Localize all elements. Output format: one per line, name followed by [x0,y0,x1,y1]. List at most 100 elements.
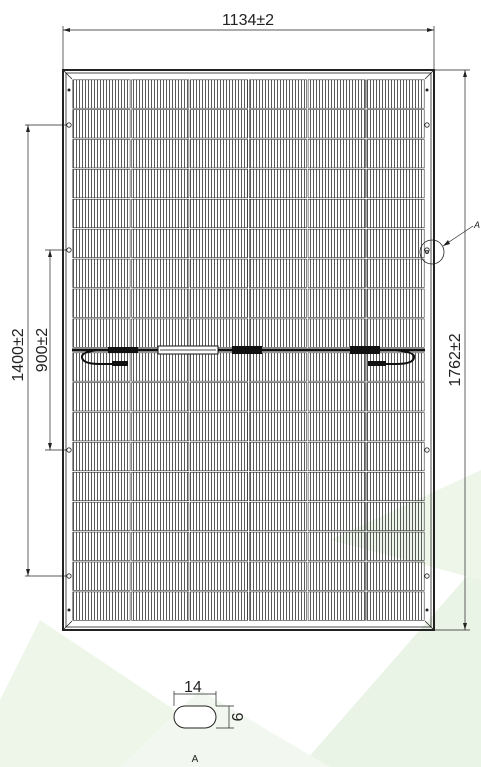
solar-cell [249,352,307,382]
solar-cell [366,501,425,531]
solar-cell [366,352,425,382]
detail-view-label: A [192,754,199,765]
solar-cell [190,79,248,109]
solar-cell [131,79,190,109]
solar-cell [190,109,248,139]
mount-inner-label: 900±2 [34,328,51,372]
width-dimension-label: 1134±2 [222,12,274,29]
solar-cell [366,318,425,348]
solar-cell [131,442,190,472]
solar-cell [366,169,425,199]
solar-cell [307,199,366,229]
solar-cell [366,139,425,169]
solar-cell [366,412,425,442]
solar-cell [307,258,366,288]
solar-cell [190,258,248,288]
solar-cell [307,79,366,109]
solar-cell [249,228,307,258]
solar-cell [366,79,425,109]
solar-cell [72,471,131,501]
solar-cell [249,382,307,412]
solar-cell [190,442,248,472]
solar-cell [307,228,366,258]
connector-center [232,346,262,354]
solar-cell [72,258,131,288]
solar-cell [190,471,248,501]
solar-cell [249,79,307,109]
slot-detail: 14 9 A [173,679,245,765]
solar-cell [249,412,307,442]
solar-cell [307,442,366,472]
solar-cell [366,199,425,229]
solar-cell [190,561,248,591]
solar-cell [72,109,131,139]
solar-cell [131,382,190,412]
solar-cell [131,228,190,258]
solar-cell [190,318,248,348]
solar-cell [249,258,307,288]
solar-cell [366,471,425,501]
solar-cell [72,561,131,591]
solar-cell [249,561,307,591]
solar-cell [307,501,366,531]
solar-cell [131,352,190,382]
solar-cell [366,109,425,139]
solar-cell [307,561,366,591]
solar-cell [72,382,131,412]
solar-cell [72,199,131,229]
width-dimension: 1134±2 [62,12,435,70]
cell-grid [72,79,425,621]
solar-cell [190,412,248,442]
height-dimension-label: 1762±2 [447,333,464,386]
solar-cell [190,288,248,318]
solar-cell [190,531,248,561]
solar-cell [131,591,190,621]
solar-cell [249,471,307,501]
solar-cell [307,288,366,318]
solar-cell [131,318,190,348]
solar-cell [131,169,190,199]
mounting-holes [66,88,430,612]
slot-width-label: 9 [228,713,245,722]
solar-cell [72,139,131,169]
detail-callout: A [419,220,480,265]
solar-cell [131,139,190,169]
solar-cell [249,501,307,531]
solar-cell [307,471,366,501]
solar-cell [72,531,131,561]
solar-cell [249,199,307,229]
solar-cell [307,352,366,382]
solar-cell [72,412,131,442]
solar-cell [366,258,425,288]
solar-cell [249,288,307,318]
cable-right [350,346,416,366]
solar-cell [190,228,248,258]
mount-inner-dimension: 900±2 [34,249,67,451]
solar-cell [190,382,248,412]
solar-cell [72,591,131,621]
solar-cell [72,288,131,318]
solar-cell [131,199,190,229]
solar-cell [307,169,366,199]
solar-cell [190,169,248,199]
solar-cell [307,139,366,169]
solar-cell [190,591,248,621]
solar-cell [190,199,248,229]
solar-cell [131,531,190,561]
solar-cell [72,501,131,531]
solar-cell [249,169,307,199]
solar-cell [307,591,366,621]
mount-outer-dimension: 1400±2 [10,124,67,577]
slot-length-label: 14 [184,679,202,696]
solar-cell [72,318,131,348]
solar-cell [307,382,366,412]
solar-cell [131,471,190,501]
panel-frame [62,69,435,631]
solar-cell [366,288,425,318]
solar-cell [72,79,131,109]
solar-cell [307,531,366,561]
solar-cell [190,352,248,382]
solar-cell [131,412,190,442]
solar-cell [249,442,307,472]
